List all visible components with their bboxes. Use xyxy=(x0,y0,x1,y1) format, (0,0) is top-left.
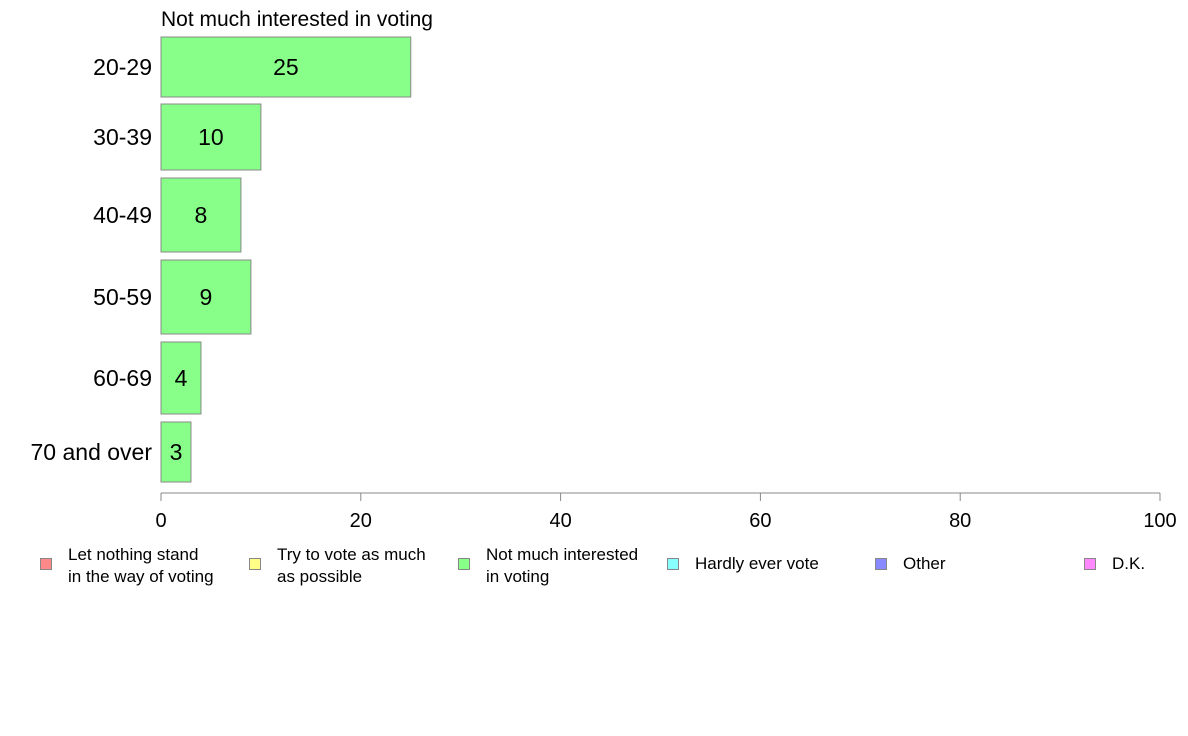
legend-swatch xyxy=(249,558,261,570)
category-label: 50-59 xyxy=(93,284,152,310)
legend: Let nothing stand in the way of voting Tr… xyxy=(0,540,1188,600)
x-tick-label: 0 xyxy=(155,510,166,532)
legend-item: Not much interested in voting xyxy=(458,544,638,588)
category-label: 40-49 xyxy=(93,202,152,228)
value-label: 3 xyxy=(170,439,183,465)
category-label: 60-69 xyxy=(93,365,152,391)
bar-50-59 xyxy=(160,259,252,335)
legend-label: Not much interested in voting xyxy=(486,545,639,586)
x-tick-label: 20 xyxy=(350,510,372,532)
legend-label: Hardly ever vote xyxy=(695,554,819,573)
legend-swatch xyxy=(458,558,470,570)
value-label: 9 xyxy=(200,284,213,310)
category-label: 70 and over xyxy=(31,439,153,465)
legend-item: D.K. xyxy=(1084,544,1145,575)
legend-swatch xyxy=(667,558,679,570)
legend-label: D.K. xyxy=(1112,554,1146,573)
x-axis: 0 20 40 60 80 100 xyxy=(155,492,1177,532)
legend-item: Other xyxy=(875,544,946,575)
legend-swatch xyxy=(1084,558,1096,570)
legend-label: Let nothing stand in the way of voting xyxy=(68,545,214,586)
legend-swatch xyxy=(40,558,52,570)
bar-40-49 xyxy=(160,177,242,253)
legend-label: Other xyxy=(903,554,946,573)
bar-60-69 xyxy=(160,341,202,415)
legend-item: Hardly ever vote xyxy=(667,544,819,575)
category-label: 30-39 xyxy=(93,124,152,150)
bar-20-29 xyxy=(160,36,412,98)
x-tick-label: 60 xyxy=(749,510,771,532)
bar-30-39 xyxy=(160,103,262,171)
legend-label: Try to vote as much as possible xyxy=(277,545,426,586)
legend-item: Let nothing stand in the way of voting xyxy=(40,544,214,588)
x-tick-label: 100 xyxy=(1143,510,1176,532)
bars-group: 20-29 25 30-39 10 40-49 8 50-59 9 60-69 4 70 and o… xyxy=(31,36,412,483)
value-label: 25 xyxy=(273,54,299,80)
x-tick-label: 80 xyxy=(949,510,971,532)
value-label: 4 xyxy=(175,365,188,391)
bar-70-and-over xyxy=(160,421,192,483)
legend-item: Try to vote as much as possible xyxy=(249,544,426,588)
chart-title: Not much interested in voting xyxy=(161,8,433,31)
category-label: 20-29 xyxy=(93,54,152,80)
value-label: 8 xyxy=(195,202,208,228)
legend-swatch xyxy=(875,558,887,570)
x-tick-label: 40 xyxy=(549,510,571,532)
bar-chart: Not much interested in voting 20-29 25 30-… xyxy=(31,8,1177,532)
value-label: 10 xyxy=(198,124,224,150)
